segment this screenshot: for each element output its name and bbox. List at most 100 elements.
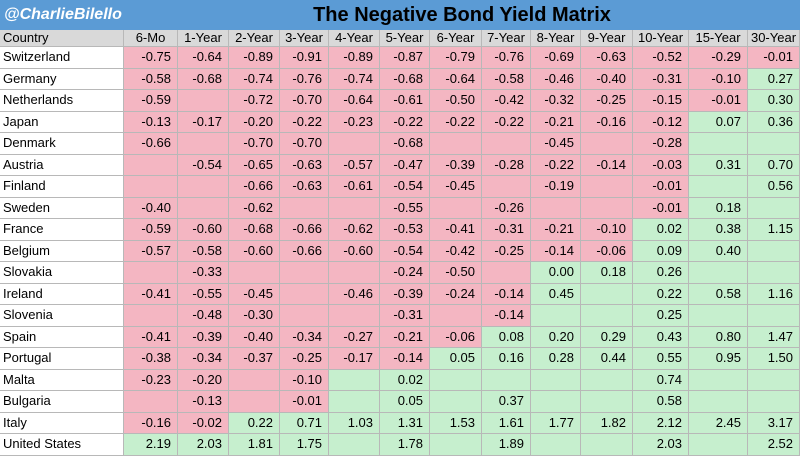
yield-cell: -0.25 [581, 90, 633, 112]
yield-cell [748, 262, 800, 284]
yield-cell: 0.16 [482, 348, 531, 370]
yield-cell: 2.03 [633, 434, 689, 456]
yield-cell [689, 262, 748, 284]
yield-cell: 0.18 [689, 197, 748, 219]
yield-cell: -0.66 [280, 240, 329, 262]
yield-cell [531, 369, 581, 391]
yield-cell: 2.52 [748, 434, 800, 456]
yield-cell: 0.02 [633, 219, 689, 241]
yield-cell: -0.66 [229, 176, 280, 198]
yield-cell: 1.77 [531, 412, 581, 434]
yield-cell: -0.21 [380, 326, 430, 348]
yield-cell: 0.05 [380, 391, 430, 413]
yield-cell: -0.45 [229, 283, 280, 305]
yield-cell: -0.46 [329, 283, 380, 305]
yield-cell: -0.48 [178, 305, 229, 327]
yield-cell: -0.79 [430, 47, 482, 69]
yield-cell [329, 305, 380, 327]
yield-cell [581, 305, 633, 327]
row-label: United States [0, 434, 124, 456]
row-label: Sweden [0, 197, 124, 219]
yield-cell [482, 262, 531, 284]
yield-cell: -0.25 [280, 348, 329, 370]
yield-cell [531, 434, 581, 456]
yield-cell: -0.26 [482, 197, 531, 219]
yield-cell: 0.31 [689, 154, 748, 176]
yield-cell: 0.09 [633, 240, 689, 262]
yield-cell: -0.01 [280, 391, 329, 413]
yield-cell [329, 391, 380, 413]
yield-cell: 0.38 [689, 219, 748, 241]
yield-cell: 1.75 [280, 434, 329, 456]
yield-cell: -0.19 [531, 176, 581, 198]
yield-cell: -0.63 [280, 154, 329, 176]
yield-cell [748, 133, 800, 155]
yield-cell: -0.16 [124, 412, 178, 434]
yield-cell: -0.22 [280, 111, 329, 133]
yield-cell: -0.10 [689, 68, 748, 90]
yield-cell: 3.17 [748, 412, 800, 434]
row-label: Spain [0, 326, 124, 348]
yield-cell [581, 283, 633, 305]
yield-cell [124, 391, 178, 413]
yield-cell: -0.01 [748, 47, 800, 69]
yield-cell: -0.32 [531, 90, 581, 112]
yield-cell: 0.05 [430, 348, 482, 370]
yield-cell: -0.87 [380, 47, 430, 69]
yield-cell: -0.39 [380, 283, 430, 305]
yield-cell: -0.66 [280, 219, 329, 241]
yield-cell: -0.15 [633, 90, 689, 112]
yield-cell: -0.52 [633, 47, 689, 69]
yield-cell: -0.39 [430, 154, 482, 176]
yield-cell: -0.42 [430, 240, 482, 262]
yield-cell [430, 391, 482, 413]
yield-cell [329, 262, 380, 284]
yield-cell: 1.53 [430, 412, 482, 434]
yield-cell: -0.40 [581, 68, 633, 90]
yield-cell: 1.89 [482, 434, 531, 456]
yield-cell: 0.08 [482, 326, 531, 348]
yield-cell [229, 262, 280, 284]
yield-cell: -0.21 [531, 219, 581, 241]
yield-cell [748, 369, 800, 391]
yield-cell: -0.50 [430, 90, 482, 112]
yield-cell [689, 434, 748, 456]
matrix-title: The Negative Bond Yield Matrix [124, 0, 800, 30]
yield-cell: 0.27 [748, 68, 800, 90]
column-header: 10-Year [633, 30, 689, 47]
yield-cell [329, 369, 380, 391]
yield-cell: 0.71 [280, 412, 329, 434]
yield-cell [748, 240, 800, 262]
yield-cell: -0.63 [280, 176, 329, 198]
yield-cell [124, 305, 178, 327]
yield-cell: 1.81 [229, 434, 280, 456]
yield-cell: -0.13 [124, 111, 178, 133]
row-label: Italy [0, 412, 124, 434]
yield-cell: -0.14 [531, 240, 581, 262]
yield-cell: -0.20 [178, 369, 229, 391]
column-header: 9-Year [581, 30, 633, 47]
yield-cell: -0.55 [178, 283, 229, 305]
yield-cell: 0.40 [689, 240, 748, 262]
yield-cell: -0.06 [430, 326, 482, 348]
yield-cell: -0.40 [124, 197, 178, 219]
yield-cell [581, 197, 633, 219]
yield-cell: -0.57 [329, 154, 380, 176]
yield-cell: -0.22 [380, 111, 430, 133]
column-header: 5-Year [380, 30, 430, 47]
column-header: 15-Year [689, 30, 748, 47]
yield-cell: -0.42 [482, 90, 531, 112]
yield-cell: -0.60 [229, 240, 280, 262]
yield-cell: 0.95 [689, 348, 748, 370]
yield-cell: -0.29 [689, 47, 748, 69]
yield-cell [689, 133, 748, 155]
column-header: 8-Year [531, 30, 581, 47]
column-header: 2-Year [229, 30, 280, 47]
yield-cell: -0.53 [380, 219, 430, 241]
yield-cell: -0.61 [329, 176, 380, 198]
yield-cell: -0.75 [124, 47, 178, 69]
yield-cell [329, 197, 380, 219]
yield-cell: 2.03 [178, 434, 229, 456]
row-label: Japan [0, 111, 124, 133]
